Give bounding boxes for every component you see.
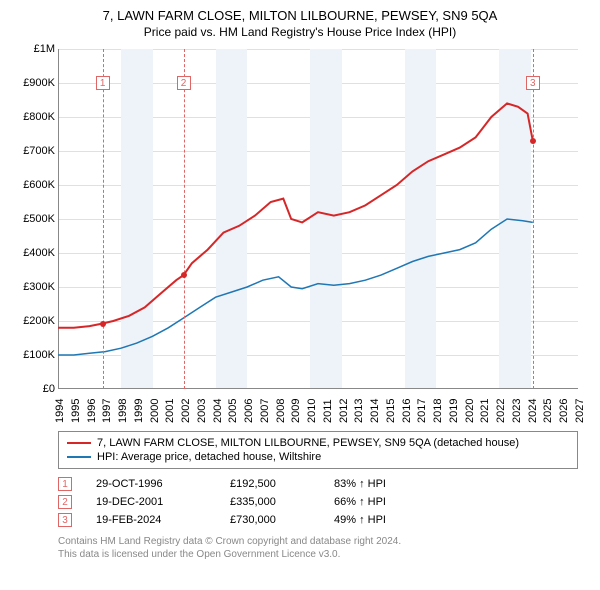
x-tick-label: 2008 [275, 399, 277, 423]
x-tick-label: 2015 [385, 399, 387, 423]
legend-label-property: 7, LAWN FARM CLOSE, MILTON LILBOURNE, PE… [97, 437, 519, 449]
sales-table: 1 29-OCT-1996 £192,500 83% ↑ HPI 2 19-DEC-200… [58, 475, 578, 529]
legend-swatch-hpi [67, 456, 91, 458]
x-tick-label: 1996 [86, 399, 88, 423]
footnote-line-2: This data is licensed under the Open Gov… [58, 548, 578, 561]
x-tick-label: 2024 [527, 399, 529, 423]
x-tick-label: 2011 [322, 399, 324, 423]
sale-marker-box: 1 [96, 76, 110, 90]
sale-row-price: £192,500 [230, 478, 310, 490]
series-property [58, 103, 533, 327]
sale-marker-line [533, 49, 534, 389]
series-hpi [58, 219, 533, 355]
sale-marker-box: 2 [177, 76, 191, 90]
y-tick-label: £400K [10, 247, 55, 259]
x-tick-label: 2014 [369, 399, 371, 423]
sale-marker-dot [530, 138, 536, 144]
chart-area: £0 £100K £200K £300K £400K £500K £600K £700K £80… [10, 45, 590, 425]
x-tick-label: 2003 [196, 399, 198, 423]
sale-row-date: 19-FEB-2024 [96, 514, 206, 526]
x-tick-label: 2021 [479, 399, 481, 423]
y-tick-label: £900K [10, 77, 55, 89]
y-tick-label: £200K [10, 315, 55, 327]
x-tick-label: 2025 [542, 399, 544, 423]
x-tick-label: 2006 [243, 399, 245, 423]
y-tick-label: £300K [10, 281, 55, 293]
sale-row-pct: 66% ↑ HPI [334, 496, 434, 508]
y-tick-label: £800K [10, 111, 55, 123]
legend-item-hpi: HPI: Average price, detached house, Wilt… [67, 450, 569, 464]
sale-marker-line [184, 49, 185, 389]
sale-marker-dot [100, 321, 106, 327]
legend-swatch-property [67, 442, 91, 444]
chart-lines [58, 49, 578, 389]
chart-title: 7, LAWN FARM CLOSE, MILTON LILBOURNE, PE… [10, 8, 590, 23]
x-tick-label: 2005 [227, 399, 229, 423]
x-tick-label: 2018 [432, 399, 434, 423]
x-tick-label: 2016 [401, 399, 403, 423]
x-tick-label: 2023 [511, 399, 513, 423]
x-tick-label: 1995 [70, 399, 72, 423]
sale-row: 1 29-OCT-1996 £192,500 83% ↑ HPI [58, 475, 578, 493]
x-tick-label: 2001 [164, 399, 166, 423]
legend: 7, LAWN FARM CLOSE, MILTON LILBOURNE, PE… [58, 431, 578, 469]
sale-marker-dot [181, 272, 187, 278]
y-tick-label: £100K [10, 349, 55, 361]
x-tick-label: 2026 [558, 399, 560, 423]
x-tick-label: 1998 [117, 399, 119, 423]
x-tick-label: 1997 [101, 399, 103, 423]
y-tick-label: £0 [10, 383, 55, 395]
sale-row: 3 19-FEB-2024 £730,000 49% ↑ HPI [58, 511, 578, 529]
sale-row-marker: 2 [58, 495, 72, 509]
x-tick-label: 2020 [464, 399, 466, 423]
x-tick-label: 2017 [416, 399, 418, 423]
footnote: Contains HM Land Registry data © Crown c… [58, 535, 578, 561]
legend-label-hpi: HPI: Average price, detached house, Wilt… [97, 451, 321, 463]
y-tick-label: £700K [10, 145, 55, 157]
x-tick-label: 2007 [259, 399, 261, 423]
sale-marker-line [103, 49, 104, 389]
chart-container: 7, LAWN FARM CLOSE, MILTON LILBOURNE, PE… [0, 0, 600, 569]
x-tick-label: 2019 [448, 399, 450, 423]
y-tick-label: £500K [10, 213, 55, 225]
sale-row-date: 29-OCT-1996 [96, 478, 206, 490]
y-tick-label: £600K [10, 179, 55, 191]
title-block: 7, LAWN FARM CLOSE, MILTON LILBOURNE, PE… [10, 8, 590, 39]
sale-marker-box: 3 [526, 76, 540, 90]
y-tick-label: £1M [10, 43, 55, 55]
x-tick-label: 2022 [495, 399, 497, 423]
sale-row-price: £730,000 [230, 514, 310, 526]
legend-item-property: 7, LAWN FARM CLOSE, MILTON LILBOURNE, PE… [67, 436, 569, 450]
x-tick-label: 2010 [306, 399, 308, 423]
footnote-line-1: Contains HM Land Registry data © Crown c… [58, 535, 578, 548]
sale-row-price: £335,000 [230, 496, 310, 508]
x-tick-label: 2009 [290, 399, 292, 423]
x-tick-label: 2012 [338, 399, 340, 423]
sale-row-pct: 83% ↑ HPI [334, 478, 434, 490]
x-tick-label: 2004 [212, 399, 214, 423]
sale-row-marker: 3 [58, 513, 72, 527]
x-tick-label: 1994 [54, 399, 56, 423]
x-tick-label: 2027 [574, 399, 576, 423]
sale-row-pct: 49% ↑ HPI [334, 514, 434, 526]
sale-row-date: 19-DEC-2001 [96, 496, 206, 508]
x-tick-label: 1999 [133, 399, 135, 423]
chart-subtitle: Price paid vs. HM Land Registry's House … [10, 25, 590, 39]
x-tick-label: 2000 [149, 399, 151, 423]
x-tick-label: 2013 [353, 399, 355, 423]
sale-row: 2 19-DEC-2001 £335,000 66% ↑ HPI [58, 493, 578, 511]
x-tick-label: 2002 [180, 399, 182, 423]
sale-row-marker: 1 [58, 477, 72, 491]
